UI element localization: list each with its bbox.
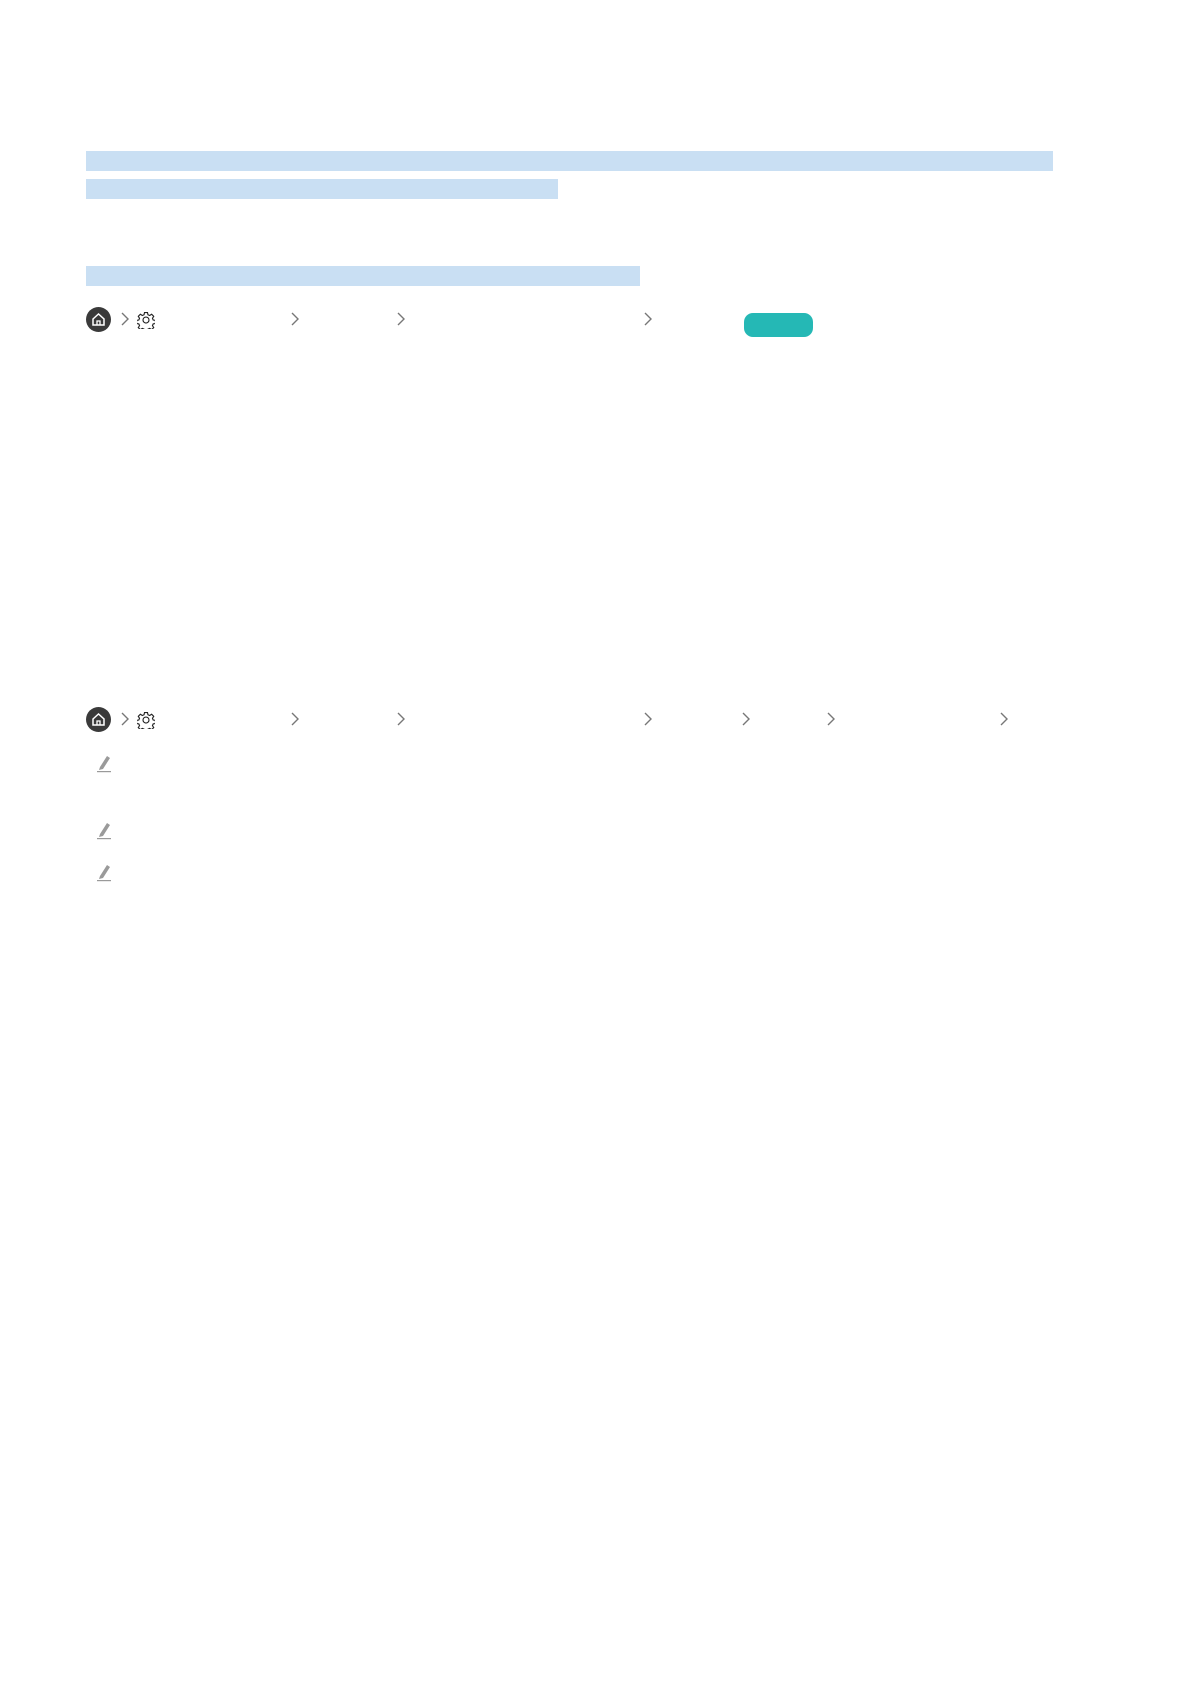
chevron-right-icon [644, 312, 652, 331]
pencil-icon [96, 820, 112, 845]
highlight-bar-2 [86, 179, 558, 199]
gear-icon [135, 711, 157, 734]
home-icon [86, 707, 111, 732]
chevron-right-icon [827, 712, 835, 731]
breadcrumb [86, 307, 1086, 337]
chevron-right-icon [291, 312, 299, 331]
breadcrumb [86, 707, 1086, 733]
chevron-right-icon [644, 712, 652, 731]
chevron-right-icon [397, 712, 405, 731]
chevron-right-icon [1000, 712, 1008, 731]
chevron-right-icon [742, 712, 750, 731]
chevron-right-icon [397, 312, 405, 331]
pencil-icon [96, 862, 112, 887]
chevron-right-icon [121, 312, 129, 331]
home-icon [86, 307, 111, 332]
highlight-bar-3 [86, 266, 640, 286]
chevron-right-icon [121, 712, 129, 731]
chevron-right-icon [291, 712, 299, 731]
gear-icon [135, 311, 157, 334]
pencil-icon [96, 753, 112, 778]
try-now-badge[interactable] [744, 313, 813, 337]
highlight-bar-1 [86, 151, 1053, 171]
